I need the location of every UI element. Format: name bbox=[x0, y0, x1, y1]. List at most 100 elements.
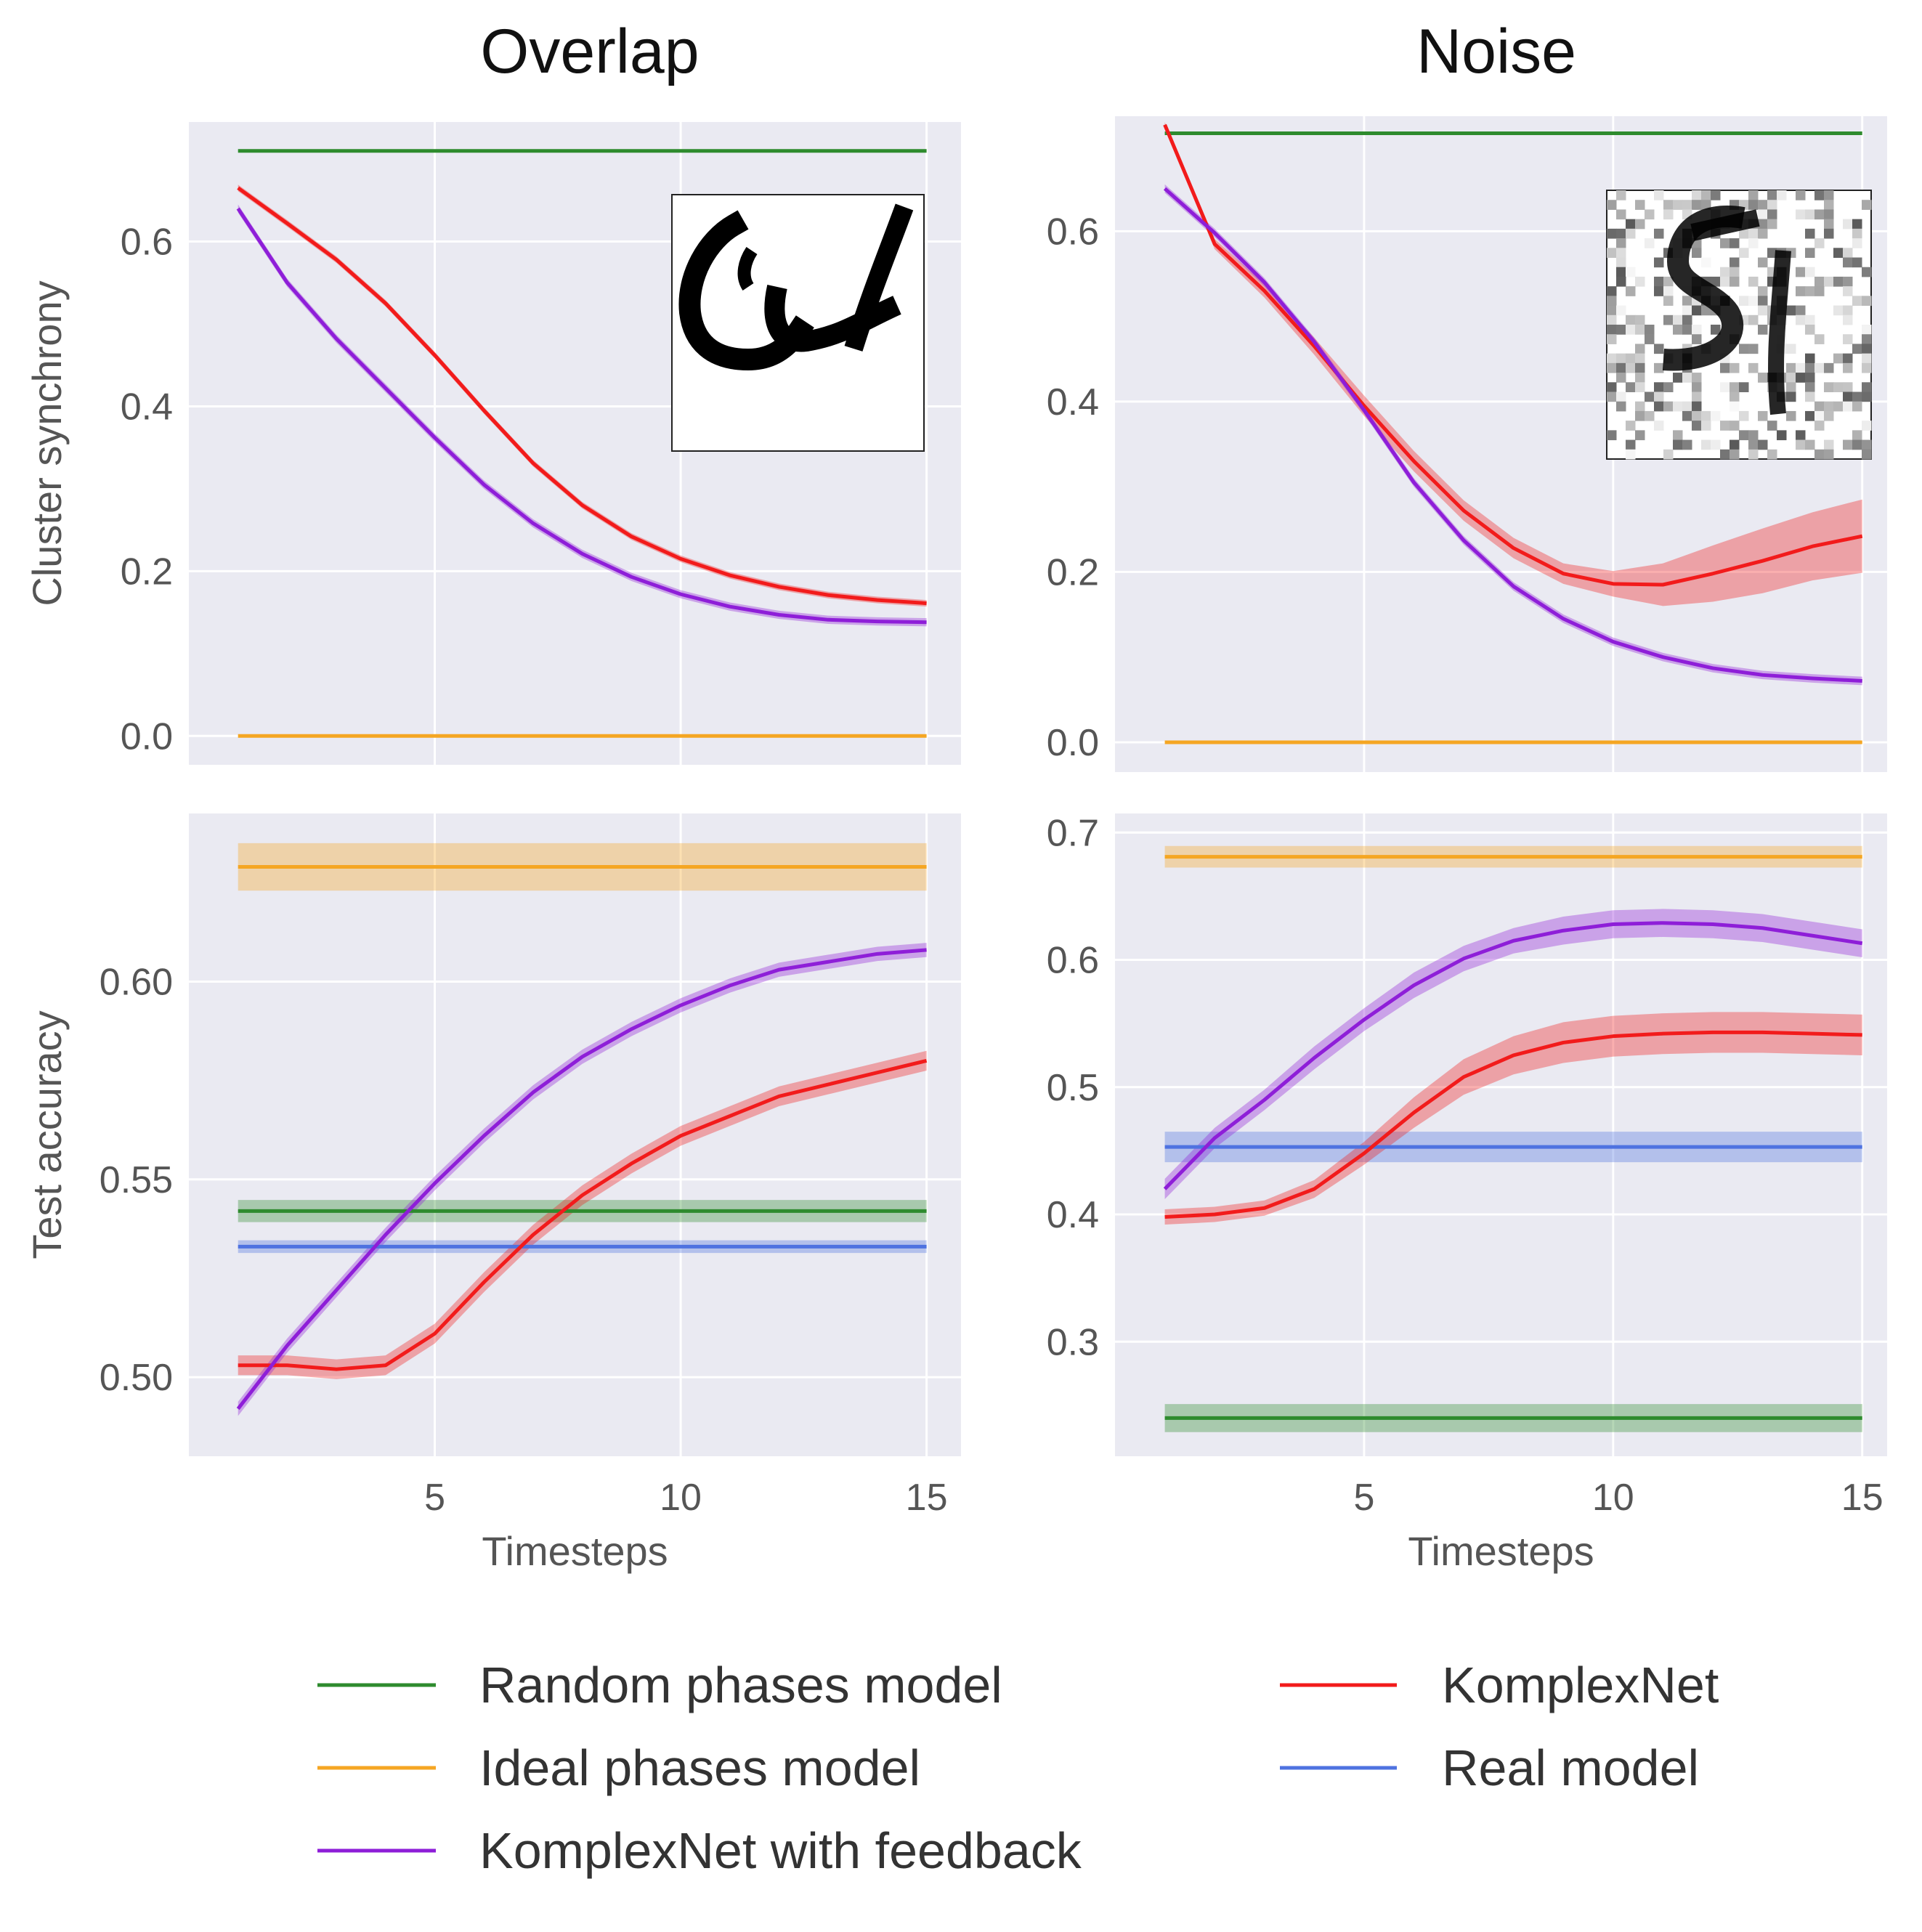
noise-pixel bbox=[1730, 267, 1740, 277]
noise-pixel bbox=[1786, 410, 1796, 421]
y-tick-label: 0.6 bbox=[1047, 940, 1099, 982]
noise-pixel bbox=[1814, 421, 1825, 431]
noise-pixel bbox=[1626, 325, 1636, 335]
y-tick-label: 0.7 bbox=[1047, 812, 1099, 854]
band-komplex bbox=[238, 1050, 927, 1379]
noise-pixel bbox=[1701, 257, 1711, 268]
noise-pixel bbox=[1607, 325, 1617, 335]
noise-pixel bbox=[1824, 439, 1834, 450]
y-tick-label: 0.4 bbox=[121, 386, 173, 428]
noise-pixel bbox=[1720, 267, 1730, 277]
noise-pixel bbox=[1616, 209, 1626, 220]
y-tick-label: 0.3 bbox=[1047, 1321, 1099, 1363]
noise-pixel bbox=[1607, 353, 1617, 364]
noise-pixel bbox=[1607, 362, 1617, 373]
line-feedback bbox=[1163, 187, 1862, 683]
noise-pixel bbox=[1758, 410, 1768, 421]
noise-pixel bbox=[1663, 286, 1674, 296]
noise-pixel bbox=[1682, 296, 1692, 307]
x-axis-label: Timesteps bbox=[1408, 1528, 1594, 1574]
column-title: Noise bbox=[1416, 17, 1576, 86]
noise-pixel bbox=[1796, 305, 1806, 316]
noise-pixel bbox=[1786, 362, 1796, 373]
noise-pixel bbox=[1814, 410, 1825, 421]
noise-pixel bbox=[1767, 190, 1777, 200]
noise-pixel bbox=[1805, 362, 1815, 373]
noise-pixel bbox=[1796, 373, 1806, 383]
noise-pixel bbox=[1682, 439, 1692, 450]
legend-label: KomplexNet bbox=[1442, 1657, 1719, 1713]
noise-pixel bbox=[1862, 334, 1872, 344]
digit-stroke-5-top bbox=[1690, 209, 1760, 241]
noise-pixel bbox=[1805, 314, 1815, 325]
noise-pixel bbox=[1616, 373, 1626, 383]
noise-pixel bbox=[1814, 449, 1825, 460]
noise-pixel bbox=[1843, 248, 1853, 258]
noise-pixel bbox=[1616, 267, 1626, 277]
noise-pixel bbox=[1720, 362, 1730, 373]
noise-pixel bbox=[1626, 353, 1636, 364]
y-tick-label: 0.50 bbox=[100, 1357, 173, 1399]
noise-pixel bbox=[1852, 219, 1862, 230]
noise-pixel bbox=[1852, 238, 1862, 248]
noise-pixel bbox=[1824, 276, 1834, 287]
noise-pixel bbox=[1673, 314, 1683, 325]
noise-pixel bbox=[1626, 314, 1636, 325]
noise-pixel bbox=[1748, 439, 1759, 450]
noise-pixel bbox=[1626, 286, 1636, 296]
noise-pixel bbox=[1862, 200, 1872, 210]
line-feedback bbox=[236, 207, 927, 625]
noise-pixel bbox=[1730, 238, 1740, 248]
noise-pixel bbox=[1616, 305, 1626, 316]
noise-pixel bbox=[1654, 276, 1664, 287]
noise-pixel bbox=[1824, 382, 1834, 392]
noise-pixel bbox=[1626, 439, 1636, 450]
noise-pixel bbox=[1824, 209, 1834, 220]
noise-pixel bbox=[1852, 344, 1862, 354]
noise-pixel bbox=[1786, 391, 1796, 402]
noise-pixel bbox=[1607, 382, 1617, 392]
noise-pixel bbox=[1645, 391, 1655, 402]
noise-pixel bbox=[1796, 314, 1806, 325]
noise-pixel bbox=[1843, 401, 1853, 412]
y-axis-label: Cluster synchrony bbox=[24, 280, 70, 606]
noise-pixel bbox=[1692, 305, 1702, 316]
y-tick-label: 0.4 bbox=[1047, 381, 1099, 423]
noise-pixel bbox=[1645, 325, 1655, 335]
y-tick-label: 0.2 bbox=[1047, 551, 1099, 593]
noise-pixel bbox=[1730, 401, 1740, 412]
noise-pixel bbox=[1748, 430, 1759, 441]
noise-pixel bbox=[1730, 382, 1740, 392]
noise-pixel bbox=[1682, 410, 1692, 421]
noise-pixel bbox=[1758, 373, 1768, 383]
noise-pixel bbox=[1833, 248, 1844, 258]
noise-pixel bbox=[1711, 276, 1721, 287]
legend-entry-komplex: KomplexNet bbox=[1280, 1657, 1719, 1713]
line-feedback bbox=[236, 948, 927, 1411]
digit-stroke-1 bbox=[1768, 250, 1791, 415]
y-tick-label: 0.6 bbox=[121, 222, 173, 264]
noise-pixel bbox=[1758, 200, 1768, 210]
noise-pixel bbox=[1673, 430, 1683, 441]
noise-pixel bbox=[1739, 382, 1749, 392]
noise-pixel bbox=[1682, 314, 1692, 325]
legend-entry-ideal: Ideal phases model bbox=[317, 1740, 920, 1796]
noise-pixel bbox=[1645, 410, 1655, 421]
noise-pixel bbox=[1635, 200, 1645, 210]
noise-pixel bbox=[1692, 373, 1702, 383]
noise-pixel bbox=[1635, 373, 1645, 383]
noise-pixel bbox=[1635, 353, 1645, 364]
noise-pixel bbox=[1626, 362, 1636, 373]
noise-pixel bbox=[1852, 228, 1862, 239]
noise-pixel bbox=[1635, 276, 1645, 287]
y-tick-label: 0.4 bbox=[1047, 1194, 1099, 1236]
noise-pixel bbox=[1692, 334, 1702, 344]
noise-pixel bbox=[1711, 190, 1721, 200]
noise-pixel bbox=[1720, 276, 1730, 287]
noise-pixel bbox=[1814, 334, 1825, 344]
noise-pixel bbox=[1786, 373, 1796, 383]
noise-pixel bbox=[1824, 449, 1834, 460]
x-tick-label: 10 bbox=[1592, 1477, 1634, 1519]
noise-pixel bbox=[1616, 248, 1626, 258]
y-tick-label: 0.6 bbox=[1047, 211, 1099, 253]
